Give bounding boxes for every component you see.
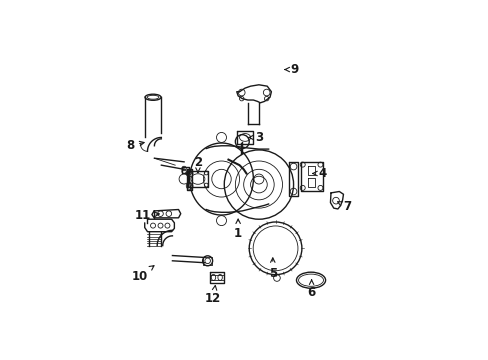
Text: 10: 10 bbox=[131, 266, 154, 283]
Text: 4: 4 bbox=[312, 167, 326, 180]
Text: 5: 5 bbox=[268, 258, 276, 280]
Text: 9: 9 bbox=[285, 63, 299, 76]
Text: 3: 3 bbox=[248, 131, 263, 144]
Text: 7: 7 bbox=[337, 200, 351, 213]
Text: 8: 8 bbox=[125, 139, 144, 152]
Text: 12: 12 bbox=[204, 285, 221, 305]
Text: 6: 6 bbox=[307, 280, 315, 299]
Text: 1: 1 bbox=[234, 219, 242, 240]
Text: 2: 2 bbox=[193, 156, 202, 172]
Text: 11: 11 bbox=[134, 208, 159, 221]
